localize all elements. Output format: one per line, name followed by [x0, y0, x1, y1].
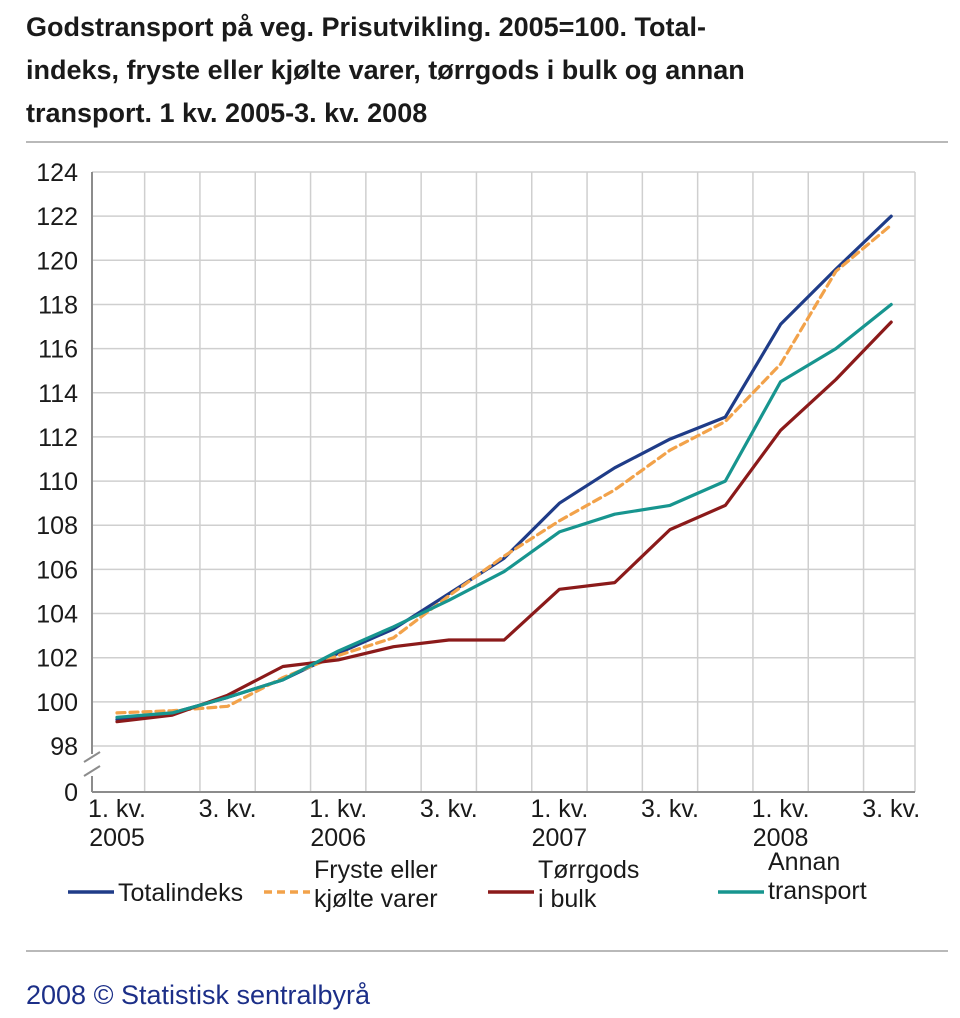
x-tick-label: 2007: [532, 824, 588, 852]
chart-title-line-2: indeks, fryste eller kjølte varer, tørrg…: [26, 55, 745, 85]
x-tick-label: 1. kv.: [88, 795, 146, 823]
y-tick-label: 100: [36, 689, 78, 717]
y-tick-label: 112: [38, 424, 78, 452]
chart-axes: [83, 172, 915, 793]
y-tick-label: 104: [36, 601, 78, 629]
x-tick-label: 1. kv.: [309, 795, 367, 823]
footer-copyright: 2008 © Statistisk sentralbyrå: [26, 980, 371, 1010]
y-tick-label: 120: [36, 247, 78, 275]
chart-grid: [92, 171, 916, 793]
y-tick-label: 108: [36, 512, 78, 540]
x-tick-label: 2008: [753, 824, 809, 852]
y-tick-label: 122: [36, 203, 78, 231]
y-tick-label: 116: [38, 336, 78, 364]
y-tick-label: 98: [50, 733, 78, 761]
chart-series-lines: [115, 214, 893, 724]
series-line-3: [115, 302, 893, 719]
legend-label: transport: [768, 877, 867, 905]
axis-break-mark: [83, 751, 101, 763]
title-divider: [26, 141, 948, 143]
chart-title: Godstransport på veg. Prisutvikling. 200…: [26, 6, 936, 135]
y-axis-labels: 124 122 120 118 116 114 112 110 108 106 104 102 100 9…: [36, 159, 78, 807]
y-tick-label: 124: [36, 159, 78, 187]
legend-divider: [26, 950, 948, 952]
x-tick-label: 3. kv.: [862, 795, 920, 823]
y-tick-label: 114: [38, 380, 78, 408]
series-line-2: [115, 320, 893, 724]
y-tick-label: 102: [36, 645, 78, 673]
legend-label: Totalindeks: [118, 879, 243, 907]
legend-label: Annan: [768, 848, 840, 876]
series-line-0: [115, 214, 893, 722]
legend-label: i bulk: [538, 885, 597, 913]
x-tick-label: 3. kv.: [641, 795, 699, 823]
y-tick-label: 118: [38, 291, 78, 319]
x-tick-label: 1. kv.: [752, 795, 810, 823]
x-tick-label: 2006: [310, 824, 366, 852]
legend-label: Tørrgods: [538, 856, 639, 884]
chart-title-line-1: Godstransport på veg. Prisutvikling. 200…: [26, 12, 706, 42]
x-tick-label: 3. kv.: [420, 795, 478, 823]
y-tick-label-zero: 0: [64, 779, 78, 807]
x-tick-label: 2005: [89, 824, 145, 852]
legend-label: kjølte varer: [314, 885, 438, 913]
y-tick-label: 106: [36, 556, 78, 584]
y-tick-label: 110: [38, 468, 78, 496]
chart-title-line-3: transport. 1 kv. 2005-3. kv. 2008: [26, 98, 428, 128]
x-tick-label: 1. kv.: [530, 795, 588, 823]
axis-break-mark: [83, 765, 101, 777]
x-tick-label: 3. kv.: [199, 795, 257, 823]
legend-label: Fryste eller: [314, 856, 438, 884]
line-chart: 124 122 120 118 116 114 112 110 108 106 104 102 100 9…: [36, 159, 920, 913]
series-line-1: [115, 223, 893, 715]
